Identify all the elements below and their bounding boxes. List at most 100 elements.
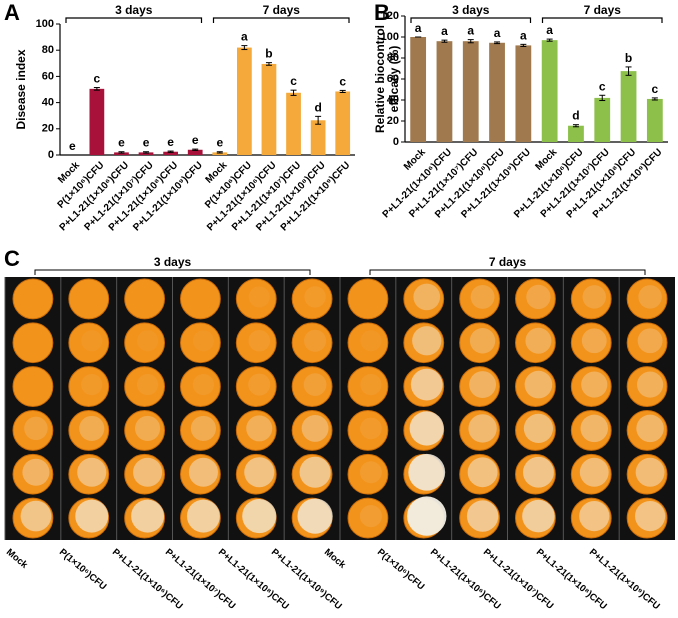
orange-fruit [459,410,501,451]
orange-fruit [12,322,54,364]
mold-patch [637,328,663,354]
y-tick-label: 40 [42,97,54,109]
mold-patch [133,457,163,487]
mold-patch [581,328,607,354]
orange-fruit [626,366,668,408]
mold-patch [469,328,496,354]
orange-fruit [626,322,668,364]
mold-patch [466,500,499,532]
mold-patch [522,499,555,533]
bar [335,91,351,155]
significance-letter: a [441,24,448,38]
mold-patch [244,457,275,488]
significance-letter: a [241,30,248,44]
error-bar [599,94,606,102]
mold-patch [301,414,329,442]
orange-fruit [124,453,165,495]
orange-fruit [12,278,54,320]
mold-patch [137,330,159,352]
orange-fruit [347,410,389,451]
orange-fruit [515,278,556,320]
orange-fruit [403,278,445,320]
mold-patch [22,458,50,486]
significance-letter: a [494,26,501,40]
mold-patch [360,417,382,440]
mold-patch [634,500,666,532]
mold-patch [582,285,607,309]
orange-fruit [235,366,277,408]
orange-fruit [235,278,277,320]
group-label: 7 days [263,3,301,17]
panel-label: C [4,246,20,271]
mold-patch [412,326,442,356]
error-bar [651,97,658,101]
mold-patch [297,498,333,534]
column-label: Mock [4,547,30,571]
mold-patch [579,457,609,487]
group-bracket [65,17,203,23]
significance-letter: e [69,139,76,153]
orange-fruit [459,366,501,408]
significance-letter: c [339,74,346,88]
orange-fruit [570,278,612,320]
orange-fruit [180,453,221,495]
mold-patch [192,330,214,352]
mold-patch [77,457,107,487]
orange-fruit [291,410,333,451]
column-label: P(1×10⁶)CFU [57,547,109,593]
y-tick-label: 20 [42,123,54,135]
orange-fruit [124,322,165,364]
significance-letter: c [290,74,297,88]
mold-patch [75,499,109,533]
orange-fruit [570,410,612,451]
mold-patch [409,411,444,446]
error-bar [467,39,474,44]
mold-patch [579,500,610,532]
orange-fruit [68,366,110,408]
significance-letter: d [572,109,579,123]
mold-patch [636,371,664,398]
orange-fruit [626,410,668,451]
bar [89,88,105,155]
bar [594,97,611,142]
significance-letter: b [625,51,632,65]
mold-patch [525,327,552,354]
y-tick-label: 80 [387,52,399,64]
orange-fruit [291,322,333,364]
y-axis-label: Disease index [14,49,28,129]
error-bar [572,124,579,128]
significance-letter: c [652,82,659,96]
significance-letter: e [167,135,174,149]
orange-fruit [347,322,389,364]
orange-fruit [570,453,612,495]
mold-patch [24,416,48,441]
mold-patch [407,496,447,536]
orange-fruit [515,322,556,364]
group-label: 7 days [584,3,622,17]
orange-fruit [124,278,165,320]
mold-patch [248,329,271,352]
bar [286,92,301,155]
mold-patch [359,504,383,528]
bar [163,151,178,155]
group-bracket [369,269,646,275]
orange-fruit [403,322,445,364]
error-bar [241,45,248,51]
bar [646,98,663,142]
error-bar [339,89,346,94]
mold-patch [468,414,497,443]
orange-fruit [180,410,221,451]
error-bar [625,66,632,76]
orange-fruit [235,322,277,364]
mold-patch [248,373,271,396]
orange-fruit [68,278,110,320]
orange-fruit [12,453,54,495]
orange-fruit [626,453,668,495]
bar [462,41,479,143]
orange-fruit [180,322,221,364]
significance-letter: b [265,47,272,61]
significance-letter: e [118,136,125,150]
orange-fruit [124,366,165,408]
mold-patch [81,373,103,396]
mold-patch [522,456,554,488]
